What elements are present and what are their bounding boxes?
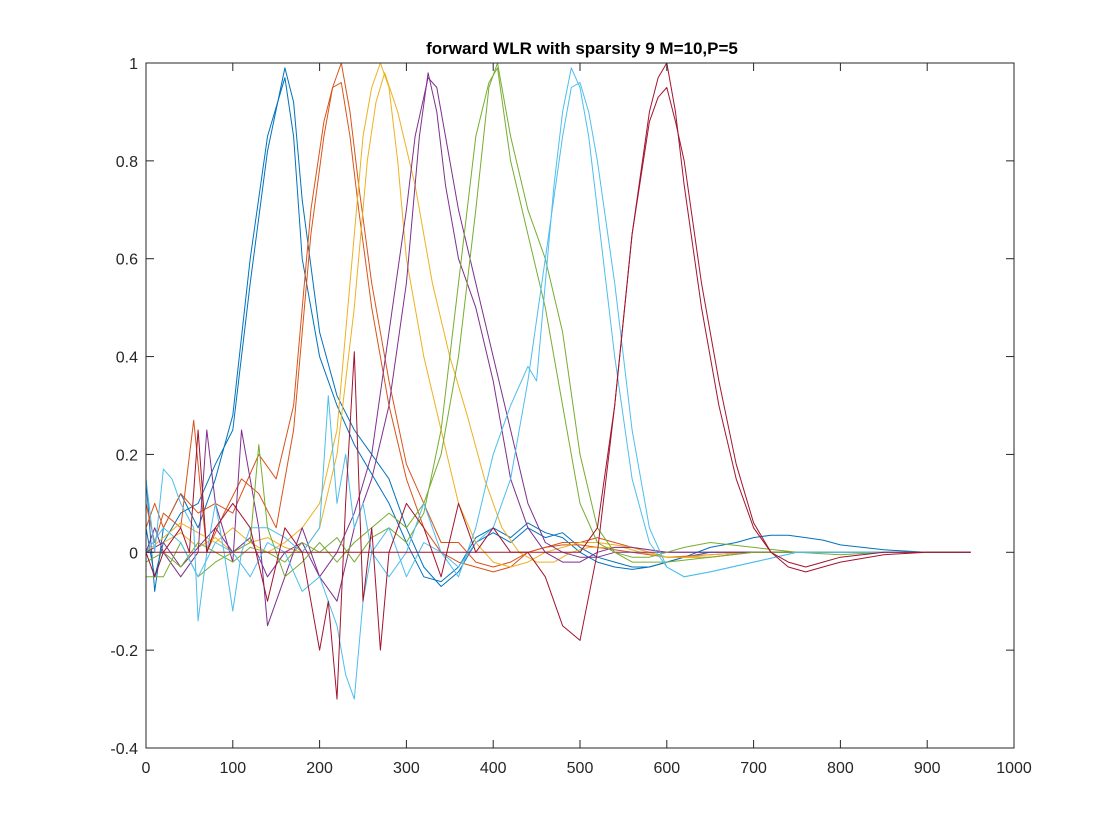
x-tick-label-9: 900	[914, 760, 941, 777]
y-tick-label-6: 0.8	[116, 154, 138, 171]
y-tick-label-5: 0.6	[116, 252, 138, 269]
series-line-14	[146, 87, 971, 568]
y-tick-label-1: -0.2	[110, 643, 138, 660]
x-tick-label-4: 400	[480, 760, 507, 777]
x-tick-label-6: 600	[653, 760, 680, 777]
y-tick-label-3: 0.2	[116, 447, 138, 464]
x-tick-label-10: 1000	[996, 760, 1032, 777]
x-tick-label-1: 100	[219, 760, 246, 777]
y-tick-label-0: -0.4	[110, 741, 138, 758]
x-tick-label-8: 800	[827, 760, 854, 777]
x-tick-label-5: 500	[567, 760, 594, 777]
x-tick-label-2: 200	[306, 760, 333, 777]
y-tick-label-2: 0	[129, 545, 138, 562]
chart-title: forward WLR with sparsity 9 M=10,P=5	[426, 39, 738, 58]
y-tick-label-4: 0.4	[116, 350, 138, 367]
axis-ticks: 0 100 200 300 400 500 600 700 800 900 1000 -0.4 -0.2…	[110, 56, 1031, 777]
series-layer	[145, 62, 971, 700]
series-line-12	[145, 82, 971, 700]
y-tick-label-7: 1	[129, 56, 138, 73]
series-line-11	[145, 67, 971, 622]
x-tick-label-3: 300	[393, 760, 420, 777]
x-tick-label-0: 0	[142, 760, 151, 777]
series-line-1	[145, 67, 971, 587]
series-line-9	[146, 62, 971, 578]
x-tick-label-7: 700	[740, 760, 767, 777]
series-line-10	[145, 67, 971, 568]
